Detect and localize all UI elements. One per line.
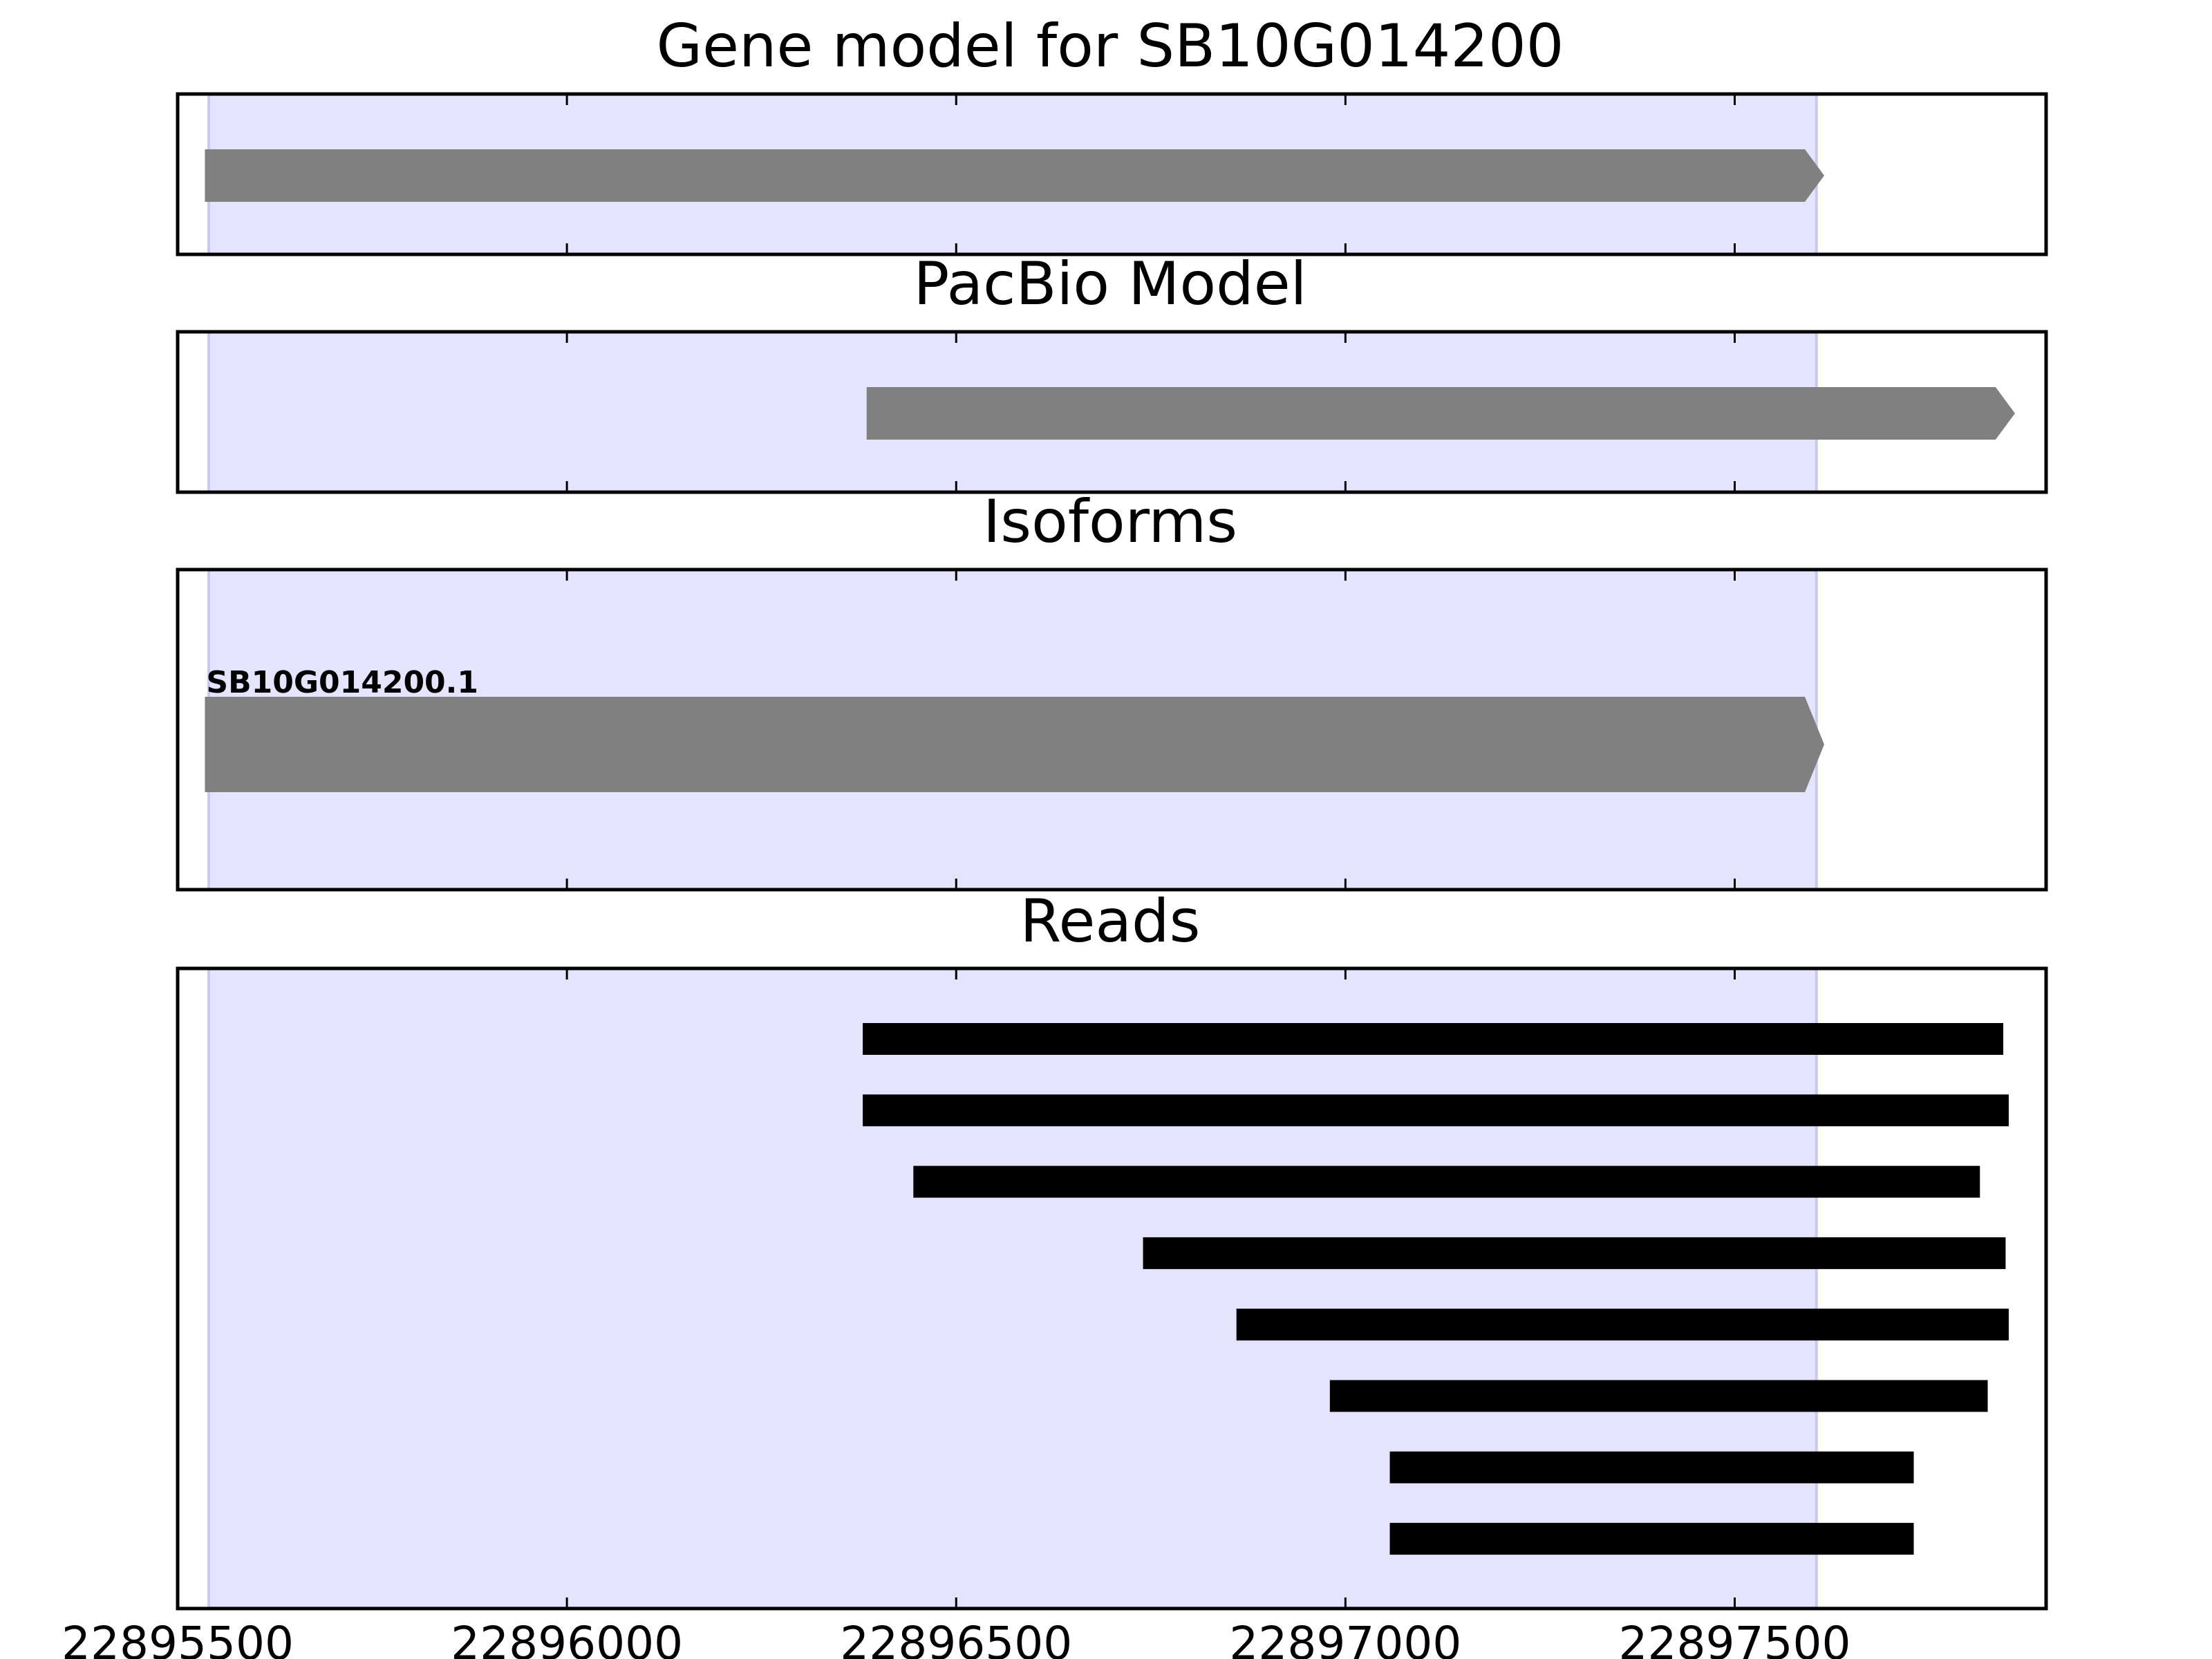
reads-content	[176, 966, 2048, 1611]
read-bar	[863, 1094, 2009, 1127]
read-bar	[1329, 1380, 1988, 1412]
read-bar	[1389, 1523, 1914, 1555]
x-axis-tick-labels: 22895500 22896000 22896500 22897000 22897500	[62, 1617, 1850, 1659]
isoforms-title: Isoforms	[983, 487, 1237, 556]
panel-frame	[176, 330, 2048, 494]
feature-arrow	[205, 149, 1825, 202]
reads-panel: Reads	[176, 887, 2048, 1611]
reads-title: Reads	[1020, 887, 1201, 956]
panel-frame	[176, 568, 2048, 892]
gene-model-title: Gene model for SB10G014200	[657, 12, 1564, 81]
gene-model-content	[176, 92, 2048, 256]
x-tick-label: 22895500	[62, 1617, 294, 1659]
panel-frame	[176, 966, 2048, 1611]
gene-region-highlight	[207, 967, 1818, 1610]
pacbio-model-content	[176, 330, 2048, 494]
feature-arrow	[866, 387, 2015, 440]
isoform-label: SB10G014200.1	[206, 665, 478, 700]
x-tick-label: 22897000	[1229, 1617, 1461, 1659]
pacbio-model-panel: PacBio Model	[176, 250, 2048, 494]
read-bar	[1389, 1451, 1914, 1483]
isoforms-panel: Isoforms SB10G014200.1	[176, 487, 2048, 892]
panel-frame	[176, 92, 2048, 256]
gene-model-panel: Gene model for SB10G014200	[176, 12, 2048, 256]
feature-arrow	[205, 697, 1825, 792]
isoforms-content: SB10G014200.1	[176, 568, 2048, 892]
x-tick-label: 22896000	[451, 1617, 683, 1659]
read-bar	[1236, 1309, 2009, 1341]
x-tick-label: 22896500	[840, 1617, 1072, 1659]
read-bar	[913, 1165, 1980, 1198]
read-bar	[1143, 1237, 2006, 1269]
read-bar	[863, 1023, 2004, 1055]
pacbio-model-title: PacBio Model	[913, 250, 1306, 319]
x-tick-label: 22897500	[1619, 1617, 1851, 1659]
